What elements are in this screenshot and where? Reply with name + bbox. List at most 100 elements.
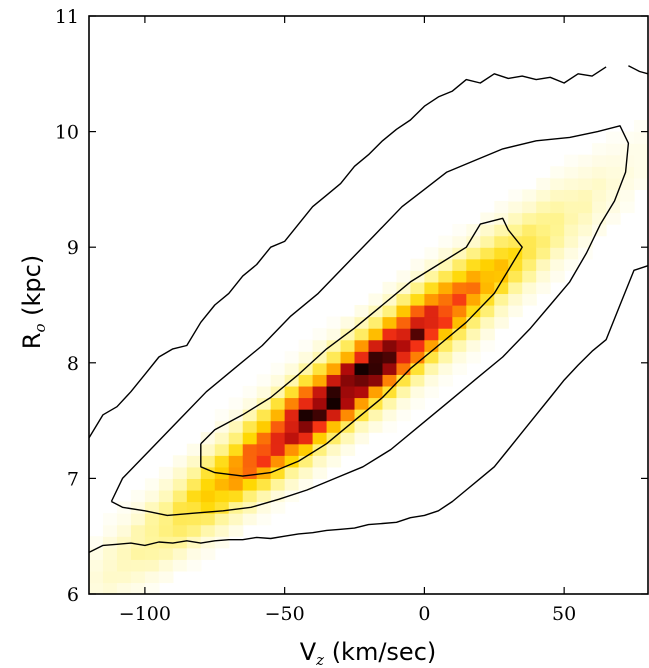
- heatmap-cell: [172, 524, 188, 537]
- heatmap-cell: [228, 478, 244, 491]
- heatmap-cell: [592, 143, 607, 156]
- heatmap-cell: [298, 409, 314, 422]
- heatmap-cell: [452, 281, 467, 295]
- x-axis-label: Vz (km/sec): [300, 638, 437, 668]
- heatmap-cell: [130, 559, 146, 572]
- heatmap-cell: [452, 351, 467, 364]
- heatmap-cell: [172, 489, 188, 503]
- heatmap-cell: [382, 362, 398, 375]
- heatmap-cell: [214, 513, 230, 526]
- heatmap-cell: [116, 513, 132, 526]
- heatmap-cell: [466, 328, 481, 341]
- heatmap-cell: [256, 513, 272, 526]
- heatmap-cell: [298, 432, 314, 445]
- heatmap-cell: [480, 305, 495, 318]
- heatmap-cell: [466, 224, 481, 237]
- heatmap-cell: [424, 362, 439, 375]
- heatmap-cell: [144, 559, 160, 572]
- heatmap-cell: [424, 385, 439, 399]
- heatmap-cell: [298, 443, 314, 456]
- heatmap-cell: [382, 409, 398, 422]
- heatmap-cell: [368, 316, 384, 329]
- heatmap-cell: [396, 270, 412, 283]
- heatmap-cell: [424, 293, 439, 306]
- heatmap-cell: [438, 362, 453, 375]
- heatmap-cell: [620, 200, 635, 214]
- heatmap-cell: [214, 443, 230, 456]
- heatmap-cell: [256, 385, 272, 399]
- heatmap-cell: [354, 339, 370, 352]
- heatmap-cell: [452, 362, 467, 375]
- heatmap-cell: [452, 328, 467, 341]
- heatmap-cell: [340, 385, 356, 399]
- heatmap-cell: [256, 443, 272, 456]
- heatmap-cell: [284, 397, 300, 410]
- heatmap-cell: [480, 235, 495, 248]
- heatmap-cell: [438, 235, 453, 248]
- heatmap-cell: [144, 570, 160, 584]
- heatmap-cell: [438, 247, 453, 260]
- heatmap-cell: [494, 258, 509, 271]
- heatmap-cell: [270, 501, 286, 514]
- heatmap-cell: [564, 235, 579, 248]
- heatmap-cell: [340, 374, 356, 387]
- heatmap-cell: [592, 200, 607, 214]
- heatmap-cell: [89, 582, 104, 595]
- heatmap-cell: [186, 478, 202, 491]
- heatmap-cell: [130, 570, 146, 584]
- heatmap-cell: [382, 385, 398, 399]
- heatmap-cell: [130, 547, 146, 560]
- heatmap-cell: [354, 420, 370, 433]
- heatmap-cell: [508, 235, 523, 248]
- heatmap-cell: [536, 200, 551, 214]
- heatmap-cell: [340, 443, 356, 456]
- heatmap-cell: [186, 489, 202, 503]
- heatmap-cell: [634, 143, 649, 156]
- heatmap-cell: [102, 524, 118, 537]
- heatmap-cell: [228, 501, 244, 514]
- heatmap-cell: [284, 455, 300, 468]
- heatmap-cell: [578, 177, 593, 190]
- contour-outer-right: [628, 65, 649, 75]
- heatmap-cell: [522, 247, 537, 260]
- y-tick-label: 7: [67, 468, 79, 490]
- y-tick-label: 9: [67, 237, 79, 259]
- heatmap-cell: [578, 154, 593, 167]
- contour-inner: [200, 217, 523, 477]
- heatmap-cell: [242, 489, 258, 503]
- heatmap-cell: [228, 432, 244, 445]
- heatmap-cell: [452, 247, 467, 260]
- heatmap-cell: [438, 281, 453, 295]
- heatmap-cell: [326, 420, 342, 433]
- heatmap-cell: [620, 177, 635, 190]
- heatmap-cell: [172, 513, 188, 526]
- heatmap-cell: [396, 397, 412, 410]
- heatmap-cell: [452, 316, 467, 329]
- y-tick-label: 6: [67, 584, 79, 606]
- heatmap-cell: [550, 200, 565, 214]
- heatmap-cell: [550, 270, 565, 283]
- heatmap-cell: [284, 409, 300, 422]
- heatmap-cell: [312, 385, 328, 399]
- heatmap-cell: [410, 385, 425, 399]
- heatmap-cell: [214, 409, 230, 422]
- heatmap-cell: [284, 351, 300, 364]
- contour-outer-left: [88, 66, 607, 439]
- heatmap-cell: [606, 212, 621, 225]
- heatmap-cell: [592, 166, 607, 179]
- heatmap-cell: [438, 351, 453, 364]
- heatmap-cell: [130, 582, 146, 595]
- heatmap-cell: [396, 328, 412, 341]
- heatmap-cell: [452, 258, 467, 271]
- heatmap-cell: [242, 420, 258, 433]
- heatmap-cell: [508, 258, 523, 271]
- heatmap-cell: [242, 385, 258, 399]
- heatmap-cell: [606, 131, 621, 144]
- heatmap-cell: [326, 351, 342, 364]
- heatmap-cell: [186, 443, 202, 456]
- heatmap-cell: [242, 455, 258, 468]
- heatmap-cell: [508, 212, 523, 225]
- heatmap-cell: [452, 270, 467, 283]
- heatmap-cell: [312, 339, 328, 352]
- heatmap-cell: [550, 247, 565, 260]
